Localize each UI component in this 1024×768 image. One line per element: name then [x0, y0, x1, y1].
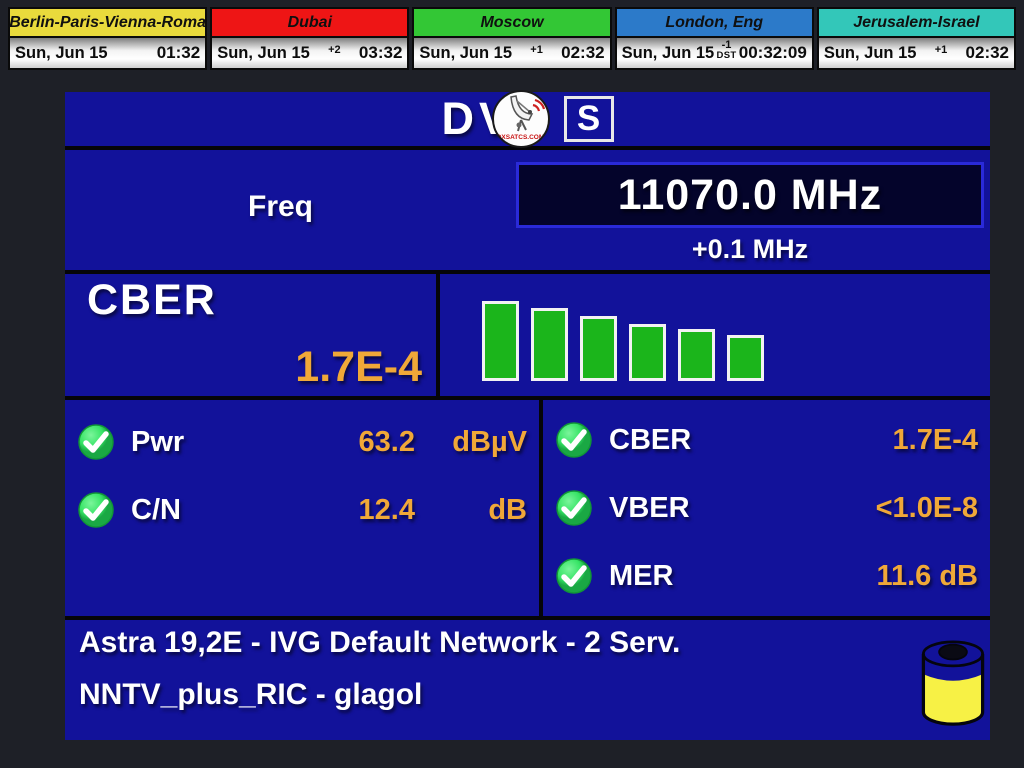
clock-date: Sun, Jun 15 [15, 43, 108, 62]
measurement-value: 11.6 dB [876, 559, 978, 592]
section-divider [65, 396, 990, 400]
clock-date: Sun, Jun 15 [823, 43, 917, 62]
measurement-label: CBER [609, 423, 692, 456]
badge-label: DXSATCS.COM [496, 133, 545, 141]
measurement-row-vber: VBER <1.0E-8 [543, 486, 990, 530]
check-icon [556, 490, 592, 526]
clock-city-label: Dubai [212, 9, 408, 38]
section-divider [65, 616, 990, 620]
signal-bars [482, 301, 764, 381]
measurements-left-column: Pwr 63.2 dBµV C/N 12.4 dB [65, 400, 539, 616]
measurement-label: C/N [131, 493, 181, 526]
network-name: Astra 19,2E - IVG Default Network - 2 Se… [79, 626, 681, 659]
logo-band: DVB S DXSATCS.COM [65, 90, 990, 148]
measurement-label: MER [609, 559, 674, 592]
check-icon [556, 422, 592, 458]
satellite-dish-icon [509, 94, 545, 132]
signal-bar [727, 335, 764, 381]
clock-datetime: Sun, Jun 15 +1 02:32 [818, 38, 1015, 68]
measurements-right-column: CBER 1.7E-4 VBER <1.0E-8 MER 11.6 dB [543, 400, 990, 616]
clock-date: Sun, Jun 15 [419, 43, 513, 62]
clock-city-label: Moscow [414, 9, 610, 38]
frequency-label: Freq [248, 190, 314, 223]
frequency-step: +0.1 MHz [691, 234, 809, 264]
clock-datetime: Sun, Jun 15 -1 DST 00:32:09 [616, 38, 812, 68]
signal-bar-graph [440, 274, 990, 396]
measurement-row-cn: C/N 12.4 dB [65, 488, 539, 532]
clock-city-label: London, Eng [616, 9, 812, 38]
frequency-value-box[interactable]: 11070.0 MHz [516, 162, 984, 228]
signal-bar [531, 308, 568, 381]
measurement-value: <1.0E-8 [875, 491, 978, 524]
measurement-label: Pwr [131, 425, 185, 458]
dvb-s-box: S [563, 96, 614, 142]
clock-time: 02:32 [965, 43, 1010, 62]
measurement-unit: dB [488, 493, 527, 526]
clock-london: London, Eng Sun, Jun 15 -1 DST 00:32:09 [614, 7, 814, 70]
measurement-value: 63.2 [358, 425, 415, 458]
world-clock-bar: Berlin-Paris-Vienna-Roma Sun, Jun 15 01:… [8, 7, 1017, 70]
measurement-value: 12.4 [358, 493, 415, 526]
clock-dubai: Dubai Sun, Jun 15 +2 03:32 [210, 7, 410, 70]
signal-bar [678, 329, 715, 381]
clock-moscow: Moscow Sun, Jun 15 +1 02:32 [412, 7, 612, 70]
clock-datetime: Sun, Jun 15 +2 03:32 [212, 38, 408, 68]
clock-utc-offset: -1 DST [716, 38, 737, 61]
clock-utc-offset: +2 [328, 43, 341, 56]
section-divider [539, 400, 543, 616]
cber-big-label: CBER [87, 276, 217, 324]
measurement-unit: dBµV [452, 425, 527, 458]
signal-bar [629, 324, 666, 381]
measurement-label: VBER [609, 491, 690, 524]
signal-bar [580, 316, 617, 381]
clock-time: 01:32 [156, 43, 201, 62]
clock-time: 02:32 [561, 43, 605, 62]
dxsatcs-badge: DXSATCS.COM [491, 90, 550, 148]
clock-berlin: Berlin-Paris-Vienna-Roma Sun, Jun 15 01:… [8, 7, 208, 70]
clock-time: 00:32:09 [738, 43, 807, 62]
signal-bar [482, 301, 519, 381]
section-divider [436, 274, 440, 396]
clock-utc-offset: +1 [934, 43, 948, 56]
measurements-section: Pwr 63.2 dBµV C/N 12.4 dB CBE [65, 400, 990, 616]
clock-time: 03:32 [358, 43, 403, 62]
clock-city-label: Berlin-Paris-Vienna-Roma [9, 9, 206, 38]
measurement-row-pwr: Pwr 63.2 dBµV [65, 420, 539, 464]
clock-date: Sun, Jun 15 [621, 43, 715, 62]
clock-utc-offset: +1 [530, 43, 543, 56]
battery-icon [921, 640, 985, 726]
clock-jerusalem: Jerusalem-Israel Sun, Jun 15 +1 02:32 [816, 7, 1017, 70]
sat-meter-panel: DVB S DXSATCS.COM Freq 11070.0 MHz + [65, 90, 990, 740]
clock-datetime: Sun, Jun 15 01:32 [10, 38, 206, 68]
cber-display: CBER 1.7E-4 [65, 274, 436, 396]
clock-city-label: Jerusalem-Israel [818, 9, 1015, 38]
measurement-row-mer: MER 11.6 dB [543, 554, 990, 598]
clock-datetime: Sun, Jun 15 +1 02:32 [414, 38, 610, 68]
check-icon [78, 424, 114, 460]
check-icon [78, 492, 114, 528]
check-icon [556, 558, 592, 594]
cber-big-value: 1.7E-4 [295, 343, 422, 391]
section-divider [65, 270, 990, 274]
measurement-row-cber: CBER 1.7E-4 [543, 418, 990, 462]
dvb-s-logo: DVB S DXSATCS.COM [65, 90, 990, 148]
network-info-section: Astra 19,2E - IVG Default Network - 2 Se… [65, 620, 990, 740]
measurement-value: 1.7E-4 [892, 423, 978, 456]
service-name: NNTV_plus_RIC - glagol [79, 678, 423, 711]
clock-date: Sun, Jun 15 [217, 43, 310, 62]
frequency-section: Freq 11070.0 MHz +0.1 MHz [65, 150, 990, 270]
section-divider [65, 146, 990, 150]
cber-section: CBER 1.7E-4 [65, 274, 990, 396]
